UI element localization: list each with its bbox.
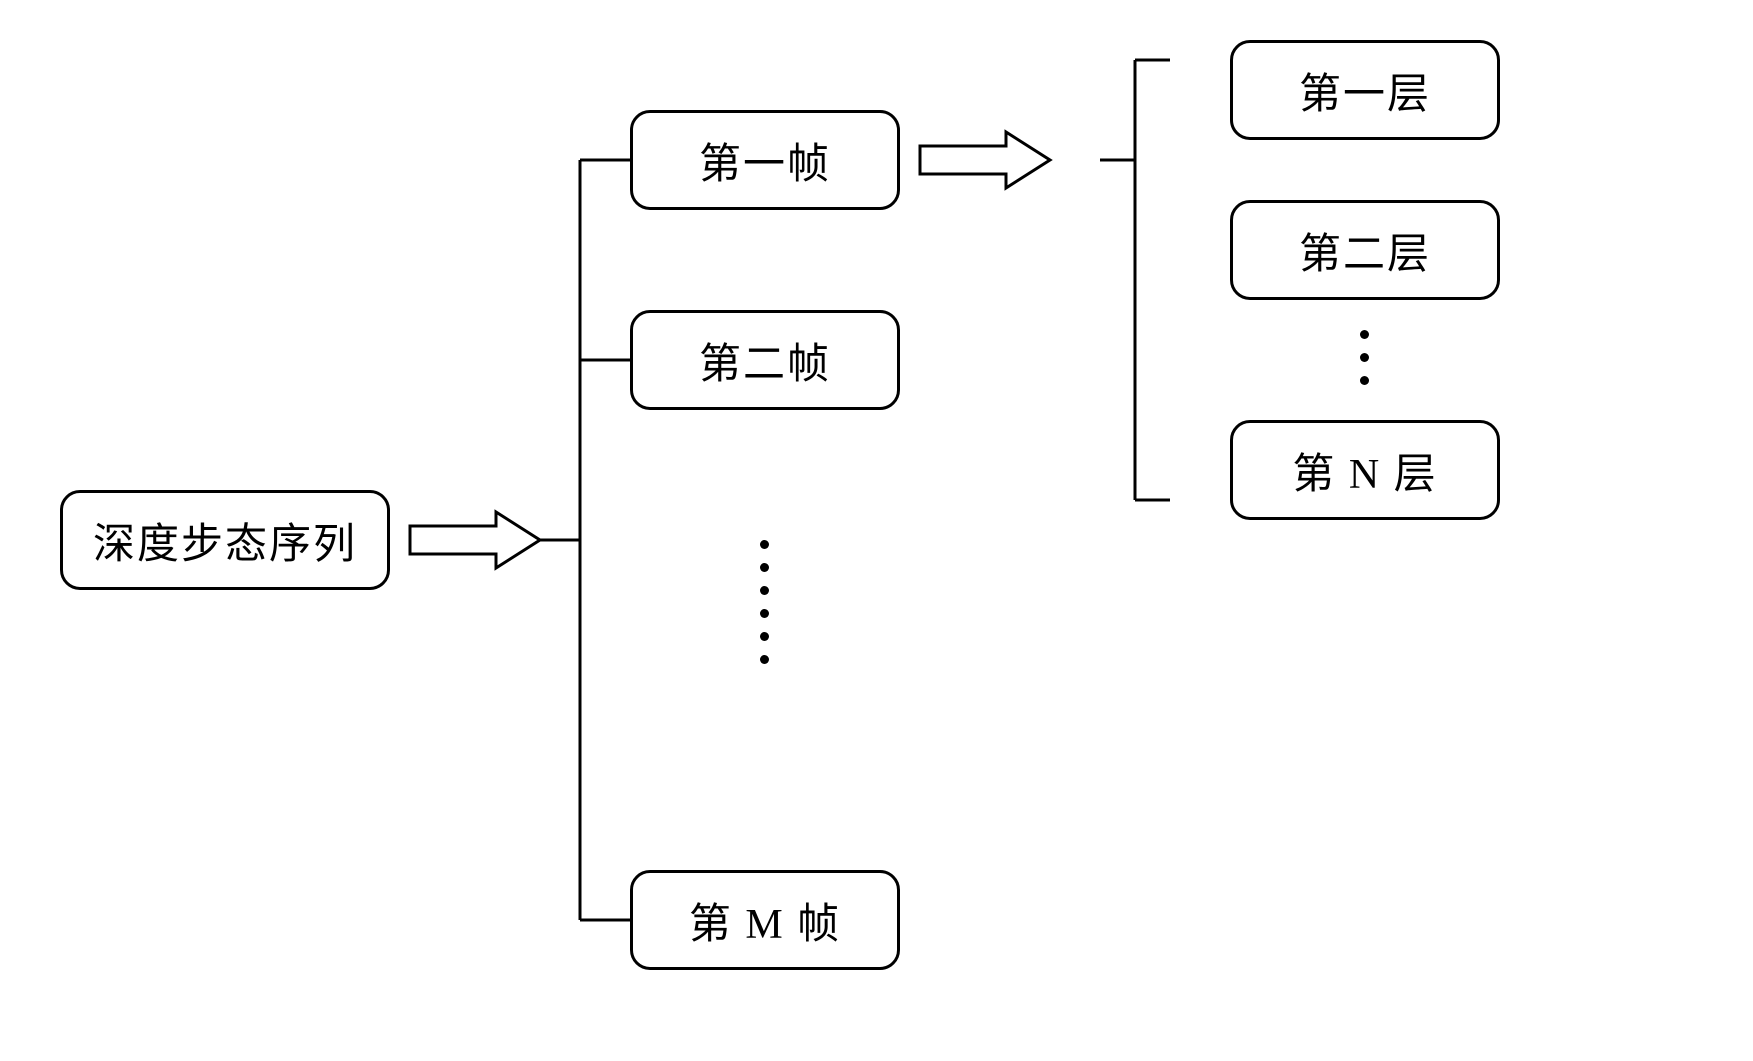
node-root: 深度步态序列	[60, 490, 390, 590]
arrow-root-to-frames	[410, 512, 540, 568]
vdots-layers	[1360, 330, 1369, 385]
node-frame-1-label: 第一帧	[699, 130, 831, 191]
diagram-canvas: 深度步态序列 第一帧 第二帧 第 M 帧 第一层 第二层 第 N 层	[0, 0, 1753, 1061]
arrow-frame1-to-layers	[920, 132, 1050, 188]
node-layer-n-label: 第 N 层	[1292, 440, 1437, 501]
tree-connector	[540, 160, 630, 920]
node-frame-m: 第 M 帧	[630, 870, 900, 970]
node-layer-1: 第一层	[1230, 40, 1500, 140]
node-frame-m-label: 第 M 帧	[689, 890, 841, 951]
layers-bracket	[1100, 60, 1170, 500]
node-frame-1: 第一帧	[630, 110, 900, 210]
vdots-frames	[760, 540, 769, 664]
node-root-label: 深度步态序列	[93, 510, 357, 571]
node-layer-2-label: 第二层	[1299, 220, 1431, 281]
node-layer-1-label: 第一层	[1299, 60, 1431, 121]
node-frame-2: 第二帧	[630, 310, 900, 410]
node-layer-n: 第 N 层	[1230, 420, 1500, 520]
node-frame-2-label: 第二帧	[699, 330, 831, 391]
node-layer-2: 第二层	[1230, 200, 1500, 300]
